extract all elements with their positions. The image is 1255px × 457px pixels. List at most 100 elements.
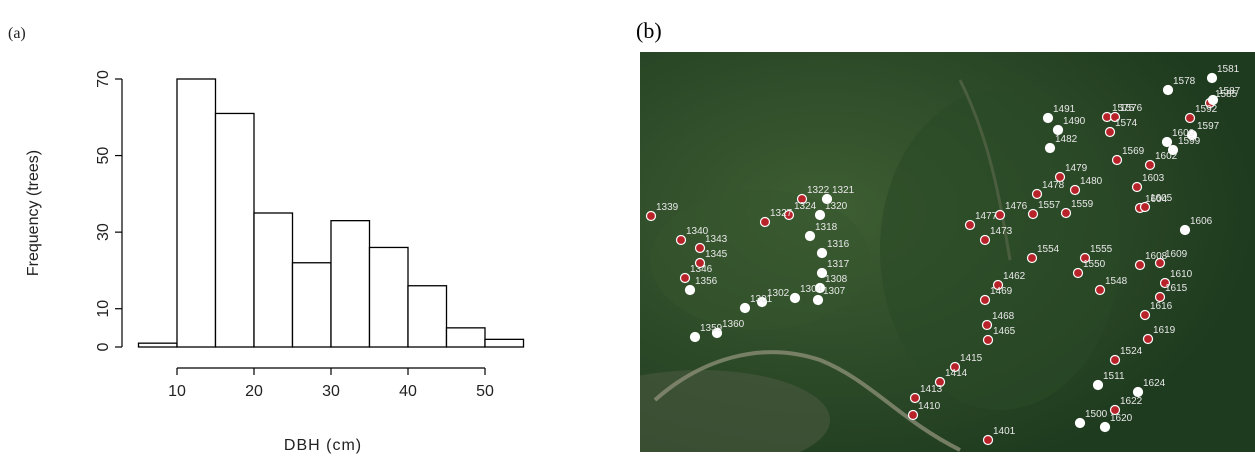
- tree-point: [1186, 129, 1198, 141]
- tree-point: [1142, 333, 1154, 345]
- tree-point: [1139, 309, 1151, 321]
- x-tick-label: 50: [476, 383, 494, 400]
- road: [653, 350, 961, 452]
- tree-label: 1360: [722, 319, 745, 330]
- tree-label: 1578: [1173, 76, 1196, 87]
- tree-point: [1134, 259, 1146, 271]
- tree-label: 1356: [695, 276, 718, 287]
- tree-point: [1099, 421, 1111, 433]
- tree-label: 1599: [1178, 136, 1201, 147]
- bar: [176, 78, 217, 348]
- tree-point: [689, 331, 701, 343]
- y-tick-label: 50: [95, 147, 112, 165]
- tree-point: [1069, 184, 1081, 196]
- x-axis-label: DBH (cm): [284, 437, 362, 454]
- tree-point: [1060, 207, 1072, 219]
- tree-label: 1317: [827, 259, 850, 270]
- tree-label: 1401: [993, 426, 1016, 437]
- tree-label: 1359: [700, 323, 723, 334]
- tree-label: 1555: [1090, 244, 1113, 255]
- tree-point: [1162, 84, 1174, 96]
- tree-label: 1321: [832, 185, 855, 196]
- tree-label: 1592: [1195, 104, 1218, 115]
- y-axis-label: Frequency (trees): [25, 150, 42, 276]
- tree-point: [1094, 284, 1106, 296]
- tree-point: [1042, 112, 1054, 124]
- tree-label: 1585: [1215, 89, 1238, 100]
- tree-label: 1482: [1055, 134, 1078, 145]
- tree-point: [934, 376, 946, 388]
- tree-point: [982, 434, 994, 446]
- tree-label: 1345: [705, 249, 728, 260]
- tree-point: [1104, 126, 1116, 138]
- tree-label: 1610: [1170, 269, 1193, 280]
- tree-label: 1603: [1142, 173, 1165, 184]
- tree-point: [1179, 224, 1191, 236]
- canopy: [650, 190, 870, 330]
- tree-label: 1318: [815, 222, 838, 233]
- tree-label: 1473: [990, 226, 1013, 237]
- tree-label: 1600: [1172, 128, 1195, 139]
- tree-point: [783, 209, 795, 221]
- tree-label: 1605: [1150, 193, 1173, 204]
- tree-point: [759, 216, 771, 228]
- tree-label: 1620: [1110, 413, 1133, 424]
- tree-label: 1491: [1053, 104, 1076, 115]
- tree-point: [1074, 417, 1086, 429]
- tree-point: [756, 296, 768, 308]
- tree-label: 1548: [1105, 276, 1128, 287]
- tree-label: 1575: [1112, 103, 1135, 114]
- tree-point: [1206, 72, 1218, 84]
- tree-point: [1154, 291, 1166, 303]
- tree-point: [964, 219, 976, 231]
- tree-point: [1031, 188, 1043, 200]
- y-tick-label: 0: [95, 342, 112, 351]
- tree-label: 1320: [825, 201, 848, 212]
- tree-point: [1109, 404, 1121, 416]
- tree-label: 1302: [767, 288, 790, 299]
- x-tick-label: 30: [322, 383, 340, 400]
- canopy: [880, 90, 1120, 410]
- tree-label: 1574: [1115, 118, 1138, 129]
- panel-a: (a) DBH (cm) Frequency (trees) 10 20 30 40 5…: [8, 25, 525, 454]
- tree-label: 1569: [1122, 146, 1145, 157]
- x-tick-label: 10: [168, 383, 186, 400]
- tree-label: 1316: [827, 239, 850, 250]
- tree-point: [1092, 379, 1104, 391]
- tree-point: [1054, 171, 1066, 183]
- tree-point: [675, 234, 687, 246]
- tree-point: [907, 409, 919, 421]
- tree-label: 1619: [1153, 325, 1176, 336]
- bar: [214, 112, 255, 348]
- tree-point: [1144, 159, 1156, 171]
- tree-point: [1139, 201, 1151, 213]
- tree-point: [816, 267, 828, 279]
- tree-point: [1167, 144, 1179, 156]
- tree-label: 1308: [825, 274, 848, 285]
- tree-point: [816, 247, 828, 259]
- y-tick-label: 70: [95, 70, 112, 88]
- bar: [330, 220, 371, 348]
- tree-label: 1301: [750, 294, 773, 305]
- tree-label: 1554: [1037, 244, 1060, 255]
- tree-label: 1608: [1145, 251, 1168, 262]
- tree-point: [694, 257, 706, 269]
- tree-point: [739, 302, 751, 314]
- tree-point: [1072, 267, 1084, 279]
- tree-label: 1615: [1165, 283, 1188, 294]
- tree-point: [684, 284, 696, 296]
- tree-point: [1026, 252, 1038, 264]
- tree-point: [1079, 252, 1091, 264]
- tree-label: 1339: [656, 202, 679, 213]
- bar: [291, 262, 332, 348]
- y-tick-label: 30: [95, 223, 112, 241]
- tree-label: 1322: [807, 185, 830, 196]
- tree-label: 1346: [690, 264, 713, 275]
- tree-point: [789, 292, 801, 304]
- tree-point: [949, 361, 961, 373]
- tree-label: 1468: [992, 311, 1015, 322]
- tree-point: [982, 334, 994, 346]
- tree-point: [994, 209, 1006, 221]
- tree-point: [796, 193, 808, 205]
